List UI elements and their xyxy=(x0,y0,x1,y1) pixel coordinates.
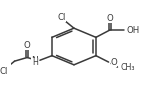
Text: N: N xyxy=(31,56,38,65)
Text: CH₃: CH₃ xyxy=(121,63,135,72)
Text: OH: OH xyxy=(127,25,140,35)
Text: H: H xyxy=(32,58,38,68)
Text: O: O xyxy=(24,41,31,50)
Text: Cl: Cl xyxy=(0,67,8,76)
Text: O: O xyxy=(111,58,117,67)
Text: Cl: Cl xyxy=(57,13,66,22)
Text: O: O xyxy=(106,14,113,23)
